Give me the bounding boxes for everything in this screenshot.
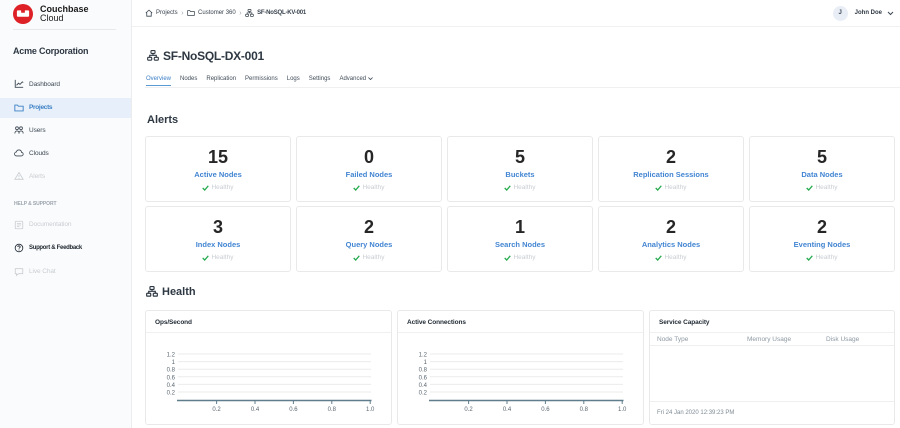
svg-text:0.2: 0.2 <box>167 391 176 397</box>
svg-text:0.2: 0.2 <box>419 391 428 397</box>
svg-text:0.6: 0.6 <box>541 407 550 413</box>
svg-text:1: 1 <box>172 360 176 366</box>
svg-text:0.4: 0.4 <box>503 407 512 413</box>
svg-text:0.2: 0.2 <box>464 407 473 413</box>
svg-text:0.4: 0.4 <box>167 383 176 389</box>
svg-text:0.8: 0.8 <box>580 407 589 413</box>
svg-text:0.6: 0.6 <box>167 375 176 381</box>
svg-text:1: 1 <box>424 360 428 366</box>
svg-text:1.2: 1.2 <box>419 353 428 359</box>
svg-text:0.2: 0.2 <box>212 407 221 413</box>
svg-text:0.4: 0.4 <box>419 383 428 389</box>
svg-text:1.2: 1.2 <box>167 353 176 359</box>
svg-text:0.4: 0.4 <box>251 407 260 413</box>
svg-text:0.8: 0.8 <box>419 368 428 374</box>
svg-text:1.0: 1.0 <box>366 407 375 413</box>
svg-text:0.8: 0.8 <box>167 368 176 374</box>
svg-text:1.0: 1.0 <box>618 407 627 413</box>
svg-text:0.6: 0.6 <box>419 375 428 381</box>
svg-text:0.6: 0.6 <box>289 407 298 413</box>
svg-text:0.8: 0.8 <box>328 407 337 413</box>
